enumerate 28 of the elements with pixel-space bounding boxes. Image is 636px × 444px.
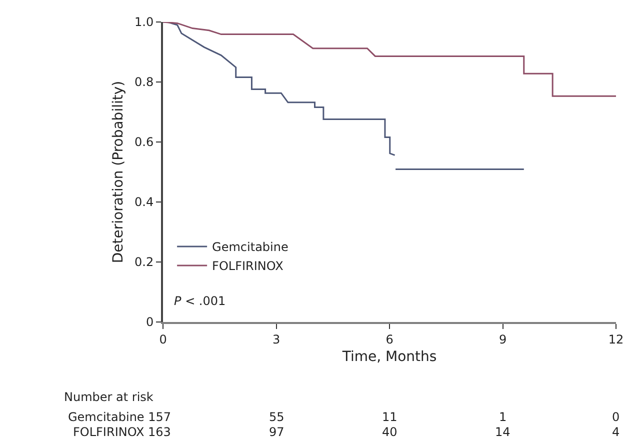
y-tick-label: 0.6 — [134, 135, 154, 150]
annotation: P < .001 — [174, 294, 226, 308]
line-series — [163, 22, 616, 97]
text: 4 — [612, 425, 620, 439]
y-tick-label: 1.0 — [134, 15, 154, 30]
x-tick-label: 6 — [386, 332, 394, 346]
y-tick-label: 0 — [146, 315, 154, 330]
legend-label: FOLFIRINOX — [212, 259, 284, 274]
legend-label: Gemcitabine — [212, 240, 288, 254]
x-tick-label: 0 — [159, 332, 167, 346]
text: FOLFIRINOX 163 — [73, 425, 171, 439]
y-axis-title: Deterioration (Probability) — [110, 80, 127, 264]
x-axis-title: Time, Months — [341, 349, 437, 366]
y-tick-label: 0.4 — [134, 195, 154, 210]
text: 11 — [382, 410, 398, 424]
x-tick-label: 12 — [608, 332, 624, 346]
y-tick-label: 0.8 — [134, 75, 154, 90]
text: 1 — [499, 410, 507, 424]
text: 55 — [269, 410, 284, 424]
text: 0 — [612, 410, 620, 424]
x-tick-label: 9 — [498, 332, 507, 346]
text: 14 — [495, 425, 510, 439]
text: 97 — [269, 425, 284, 439]
text: Number at risk — [64, 390, 154, 404]
y-tick-label: 0.2 — [134, 255, 154, 270]
x-tick-label: 3 — [272, 332, 280, 346]
text: 40 — [382, 425, 398, 439]
text: Gemcitabine 157 — [68, 410, 172, 424]
